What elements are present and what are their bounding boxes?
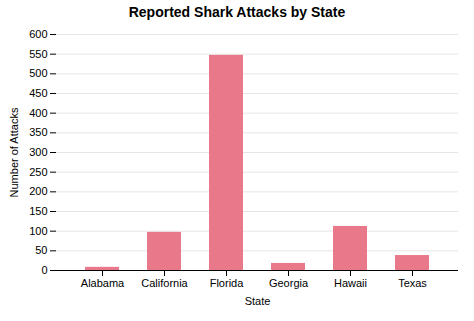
svg-text:400: 400 [29,107,47,119]
svg-text:450: 450 [29,87,47,99]
svg-text:Alabama: Alabama [81,277,125,289]
svg-text:State: State [245,295,271,307]
html-text:Reported Shark Attacks by Stat: Reported Shark Attacks by State [128,4,346,20]
svg-text:550: 550 [29,48,47,60]
svg-text:500: 500 [29,67,47,79]
svg-text:Number of Attacks: Number of Attacks [8,107,20,197]
svg-text:300: 300 [29,146,47,158]
svg-text:250: 250 [29,166,47,178]
svg-text:600: 600 [29,28,47,40]
svg-text:Florida: Florida [210,277,245,289]
svg-text:50: 50 [35,244,47,256]
svg-text:Texas: Texas [398,277,427,289]
svg-text:100: 100 [29,225,47,237]
svg-text:200: 200 [29,185,47,197]
svg-text:Georgia: Georgia [269,277,309,289]
svg-text:0: 0 [41,264,47,276]
svg-text:Hawaii: Hawaii [334,277,367,289]
svg-text:350: 350 [29,126,47,138]
svg-text:150: 150 [29,205,47,217]
svg-text:California: California [141,277,188,289]
